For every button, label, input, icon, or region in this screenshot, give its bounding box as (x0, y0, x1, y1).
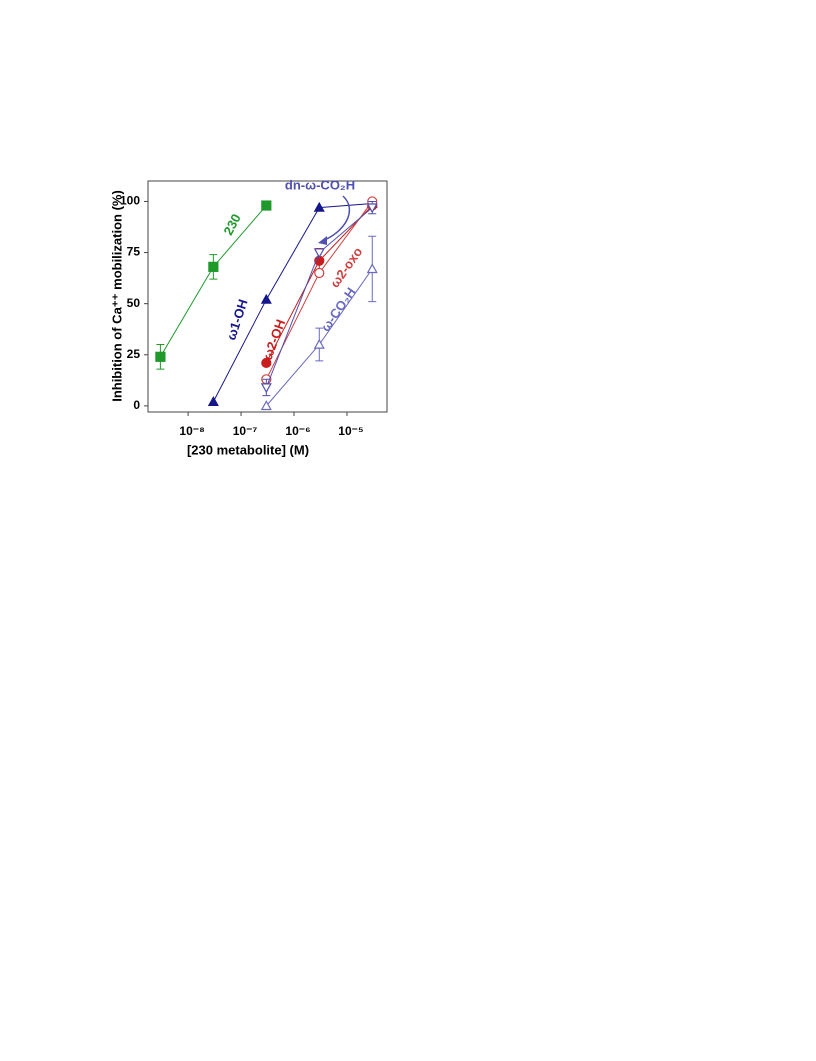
point (313, 338, 325, 349)
point (314, 267, 325, 279)
x-tick-label: 10⁻⁷ (233, 424, 258, 438)
x-tick-label: 10⁻⁵ (338, 424, 363, 438)
x-tick-label: 10⁻⁸ (179, 424, 204, 438)
point (313, 201, 325, 212)
plot-frame (147, 180, 388, 413)
point (208, 261, 219, 272)
annotation-arrowhead (318, 236, 327, 245)
point (155, 351, 166, 362)
point (260, 293, 272, 304)
point (261, 200, 272, 211)
series-label: ω2-OH (260, 317, 288, 362)
point (313, 248, 325, 259)
point (261, 357, 272, 369)
series-label: ω1-OH (223, 297, 250, 342)
y-axis-label: Inhibition of Ca⁺⁺ mobilization (%) (109, 190, 124, 402)
x-tick-label: 10⁻⁶ (285, 424, 310, 438)
y-tick-label: 50 (127, 296, 141, 310)
point (260, 383, 272, 394)
series-label: dn-ω-CO₂H (285, 177, 355, 192)
y-tick-label: 25 (127, 347, 141, 361)
point (207, 396, 219, 406)
point (366, 203, 378, 214)
x-axis-label: [230 metabolite] (M) (187, 442, 309, 457)
series-label: ω-CO₂H (318, 285, 359, 335)
y-tick-label: 75 (127, 245, 141, 259)
series-label: 230 (220, 211, 243, 237)
series-line (159, 205, 267, 358)
series-line (212, 202, 373, 403)
series-label: ω2-oxo (327, 244, 366, 290)
y-tick-label: 100 (120, 194, 140, 208)
annotation-arrow (321, 195, 351, 242)
y-tick-label: 0 (133, 398, 140, 412)
point (366, 263, 378, 274)
point (260, 400, 272, 411)
